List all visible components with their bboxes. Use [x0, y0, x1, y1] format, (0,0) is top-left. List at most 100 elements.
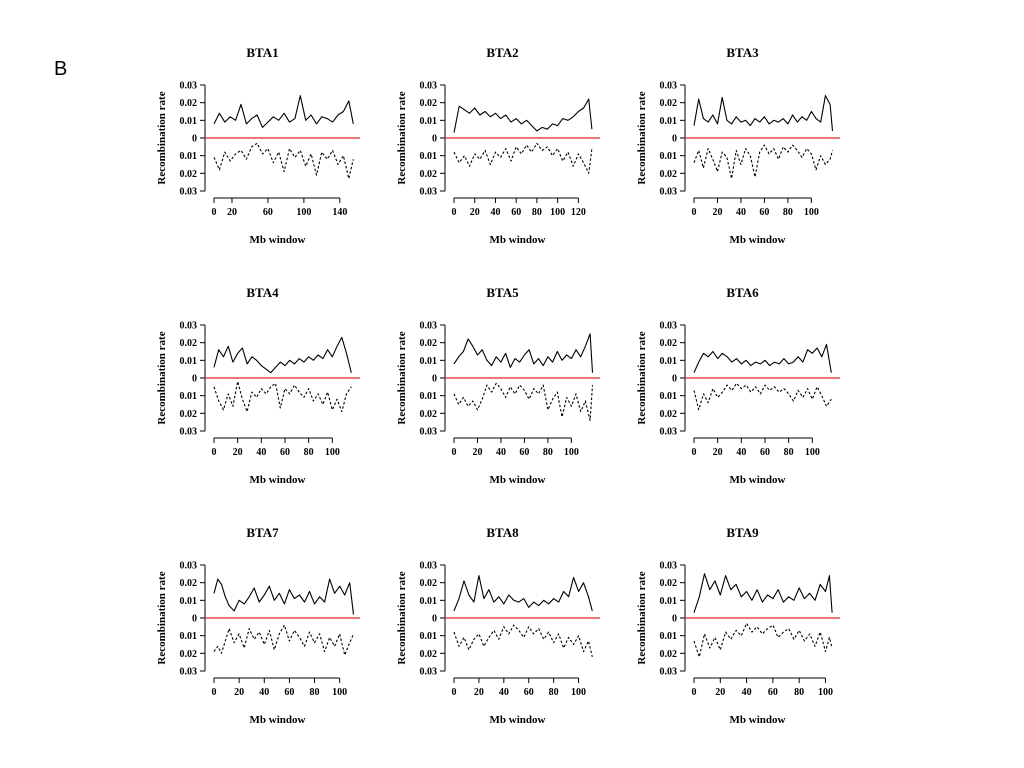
series-line-dashed: [213, 624, 355, 656]
x-tick-label: 100: [564, 447, 579, 458]
chart-title: BTA4: [246, 285, 279, 300]
y-tick-label: 0.01: [420, 151, 438, 162]
x-tick-label: 0: [212, 447, 217, 458]
x-tick-label: 100: [571, 687, 586, 698]
y-tick-label: 0.02: [180, 169, 198, 180]
x-tick-label: 60: [280, 447, 290, 458]
y-tick-label: 0.03: [180, 81, 198, 92]
y-tick-label: 0.01: [660, 391, 678, 402]
x-tick-label: 40: [499, 687, 509, 698]
chart-title: BTA2: [486, 45, 518, 60]
y-axis-label: Recombination rate: [156, 571, 168, 664]
x-tick-label: 0: [692, 687, 697, 698]
x-axis-label: Mb window: [250, 474, 306, 486]
y-tick-label: 0.01: [180, 596, 198, 607]
x-tick-label: 20: [227, 207, 237, 218]
series-line-solid: [213, 336, 352, 374]
series-line-dashed: [453, 382, 594, 421]
chart-panel-bta9: BTA9 0.03 0.02 0.01 0 0.01 0.02 0.03 Recombinati…: [636, 525, 840, 726]
y-tick-label: 0.03: [420, 321, 438, 332]
y-tick-label: 0.01: [660, 151, 678, 162]
chart-panel-bta5: BTA5 0.03 0.02 0.01 0 0.01 0.02 0.03 Recombinati…: [396, 285, 600, 486]
y-tick-label: 0.01: [180, 391, 198, 402]
y-tick-label: 0.01: [660, 356, 678, 367]
y-tick-label: 0.01: [180, 151, 198, 162]
x-tick-label: 0: [212, 207, 217, 218]
x-tick-label: 100: [296, 207, 311, 218]
series-line-solid: [453, 98, 593, 133]
x-tick-label: 80: [784, 447, 794, 458]
y-tick-label: 0.01: [420, 596, 438, 607]
x-tick-label: 100: [332, 687, 347, 698]
x-tick-label: 40: [736, 207, 746, 218]
x-tick-label: 60: [524, 687, 534, 698]
series-line-dashed: [453, 142, 593, 174]
y-tick-label: 0.02: [180, 649, 198, 660]
x-tick-label: 40: [259, 687, 269, 698]
y-axis-label: Recombination rate: [396, 571, 408, 664]
x-axis-label: Mb window: [730, 474, 786, 486]
y-tick-label: 0.03: [420, 81, 438, 92]
y-tick-label: 0.01: [420, 356, 438, 367]
x-tick-label: 20: [470, 207, 480, 218]
y-axis-label: Recombination rate: [156, 91, 168, 184]
x-tick-label: 80: [549, 687, 559, 698]
y-tick-label: 0: [672, 374, 677, 385]
chart-title: BTA7: [246, 525, 279, 540]
chart-panel-bta4: BTA4 0.03 0.02 0.01 0 0.01 0.02 0.03 Recombinati…: [156, 285, 360, 486]
chart-panel-bta2: BTA2 0.03 0.02 0.01 0 0.01 0.02 0.03 Recombinati…: [396, 45, 600, 246]
y-tick-label: 0.01: [420, 116, 438, 127]
y-tick-label: 0.03: [420, 427, 438, 438]
y-tick-label: 0: [432, 134, 437, 145]
x-axis-label: Mb window: [250, 714, 306, 726]
y-tick-label: 0.03: [180, 321, 198, 332]
series-line-dashed: [213, 142, 354, 180]
y-tick-label: 0.02: [420, 578, 438, 589]
series-line-dashed: [693, 144, 834, 180]
x-tick-label: 80: [543, 447, 553, 458]
y-tick-label: 0.03: [660, 187, 678, 198]
x-tick-label: 20: [715, 687, 725, 698]
x-tick-label: 20: [472, 447, 482, 458]
x-axis-label: Mb window: [490, 234, 546, 246]
chart-panel-bta7: BTA7 0.03 0.02 0.01 0 0.01 0.02 0.03 Recombinati…: [156, 525, 360, 726]
y-axis-label: Recombination rate: [636, 331, 648, 424]
y-tick-label: 0.02: [420, 169, 438, 180]
y-axis-label: Recombination rate: [396, 91, 408, 184]
y-tick-label: 0.01: [180, 631, 198, 642]
chart-title: BTA8: [486, 525, 519, 540]
y-tick-label: 0.01: [660, 631, 678, 642]
y-tick-label: 0.02: [180, 409, 198, 420]
x-tick-label: 20: [474, 687, 484, 698]
x-axis-label: Mb window: [490, 714, 546, 726]
series-line-dashed: [693, 382, 832, 411]
x-axis-label: Mb window: [730, 714, 786, 726]
y-tick-label: 0.03: [420, 561, 438, 572]
series-line-solid: [453, 333, 594, 373]
x-tick-label: 100: [325, 447, 340, 458]
y-tick-label: 0: [192, 374, 197, 385]
y-tick-label: 0: [672, 614, 677, 625]
y-tick-label: 0.02: [660, 649, 678, 660]
y-tick-label: 0.03: [660, 427, 678, 438]
y-tick-label: 0.03: [660, 667, 678, 678]
chart-panel-bta3: BTA3 0.03 0.02 0.01 0 0.01 0.02 0.03 Recombinati…: [636, 45, 840, 246]
x-tick-label: 0: [452, 687, 457, 698]
y-tick-label: 0.01: [180, 356, 198, 367]
x-tick-label: 0: [452, 207, 457, 218]
y-tick-label: 0.02: [660, 409, 678, 420]
y-tick-label: 0.03: [660, 561, 678, 572]
chart-title: BTA6: [726, 285, 759, 300]
y-tick-label: 0.01: [420, 631, 438, 642]
y-tick-label: 0.03: [180, 427, 198, 438]
x-axis-label: Mb window: [730, 234, 786, 246]
x-tick-label: 60: [511, 207, 521, 218]
chart-title: BTA3: [726, 45, 759, 60]
y-tick-label: 0.02: [420, 649, 438, 660]
x-tick-label: 80: [310, 687, 320, 698]
y-tick-label: 0.02: [420, 98, 438, 109]
x-tick-label: 100: [818, 687, 833, 698]
x-tick-label: 80: [304, 447, 314, 458]
y-tick-label: 0.02: [180, 338, 198, 349]
